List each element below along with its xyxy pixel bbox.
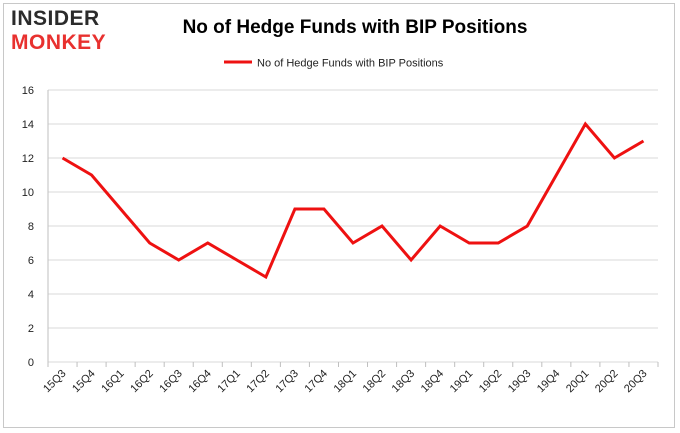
x-tick-label: 18Q1 [332,368,360,396]
x-tick-label: 19Q2 [477,368,505,396]
series-line [61,121,645,280]
x-tick-label: 20Q3 [622,368,650,396]
x-tick-label: 18Q4 [419,368,447,396]
x-tick-label: 20Q2 [593,368,621,396]
insider-monkey-logo: INSIDER MONKEY [11,8,106,53]
x-tick-label: 16Q4 [186,368,214,396]
y-tick-label: 16 [22,85,34,97]
x-tick-label: 18Q2 [361,368,389,396]
y-tick-label: 6 [28,255,34,267]
legend: No of Hedge Funds with BIP Positions [224,58,444,70]
x-tick-label: 17Q1 [215,368,243,396]
chart-frame [3,3,675,428]
logo-line-2: MONKEY [11,31,107,54]
y-tick-label: 4 [28,289,34,301]
x-tick-label: 15Q3 [41,368,69,396]
x-tick-label: 19Q1 [448,368,476,396]
series-layer [61,121,645,280]
y-tick-label: 12 [22,153,34,165]
x-tick-label: 19Q4 [535,368,563,396]
y-tick-label: 0 [28,357,34,369]
x-tick-label: 17Q3 [274,368,302,396]
x-tick-label: 20Q1 [564,368,592,396]
x-tick-label: 18Q3 [390,368,418,396]
x-tick-label: 15Q4 [70,368,98,396]
x-tick-label: 16Q2 [128,368,156,396]
x-tick-label: 16Q1 [99,368,127,396]
logo-line-1: INSIDER [11,7,100,30]
x-tick-label: 17Q2 [244,368,272,396]
y-tick-label: 10 [22,187,34,199]
y-tick-label: 2 [28,323,34,335]
y-tick-label: 8 [28,221,34,233]
grid-layer [48,89,658,363]
chart-title: No of Hedge Funds with BIP Positions [182,17,528,38]
x-tick-label: 16Q3 [157,368,185,396]
y-tick-label: 14 [22,119,34,131]
x-tick-label: 19Q3 [506,368,534,396]
legend-label: No of Hedge Funds with BIP Positions [257,58,444,70]
x-tick-label: 17Q4 [303,368,331,396]
